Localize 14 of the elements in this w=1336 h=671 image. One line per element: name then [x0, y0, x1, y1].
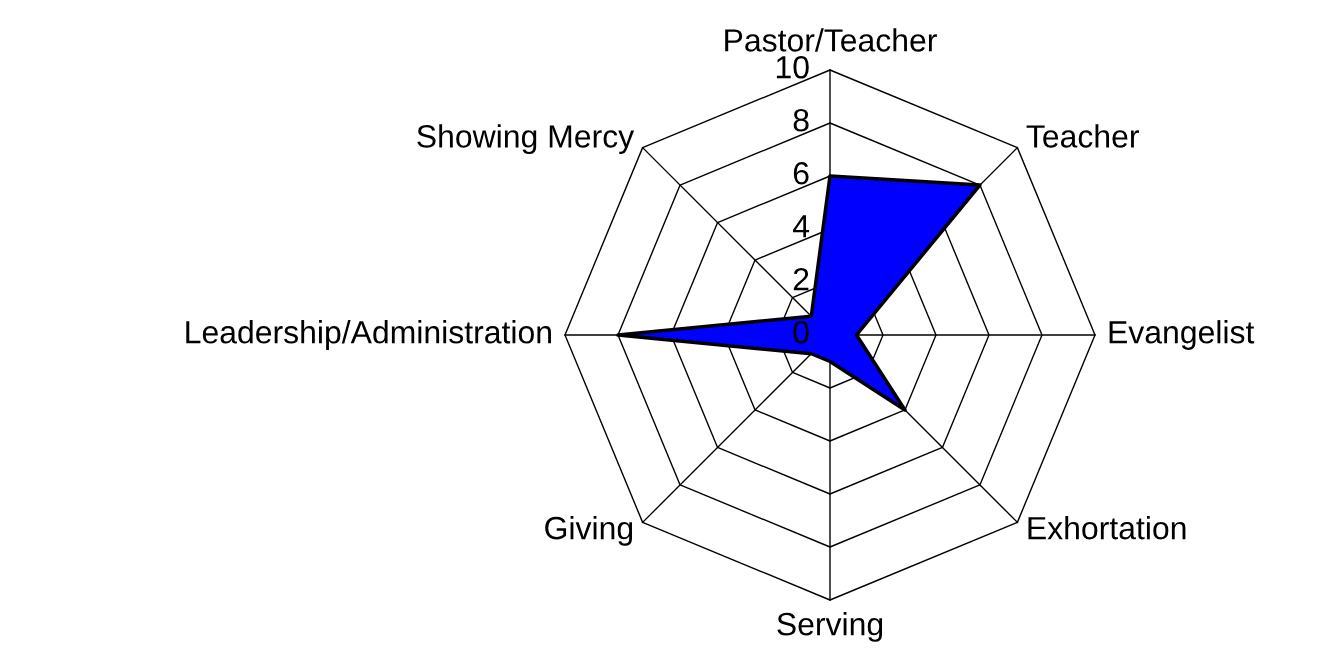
y-tick-label: 8	[793, 108, 809, 132]
y-tick-label: 0	[793, 320, 809, 344]
spoke-label: Showing Mercy	[417, 124, 635, 155]
y-tick-label: 6	[793, 161, 809, 185]
spoke-label: Teacher	[1026, 124, 1139, 148]
spoke-label: Giving	[545, 515, 633, 546]
spoke-label: Serving	[777, 612, 883, 642]
spoke-label: Exhortation	[1028, 515, 1186, 540]
y-tick-label: 10	[776, 55, 809, 79]
y-tick-label: 4	[792, 215, 810, 238]
y-tick-label: 2	[793, 267, 809, 291]
spoke-label: Leadership/Administration	[186, 320, 551, 350]
spoke-label: Evangelist	[1109, 320, 1255, 350]
spoke-label: Pastor/Teacher	[725, 28, 937, 52]
